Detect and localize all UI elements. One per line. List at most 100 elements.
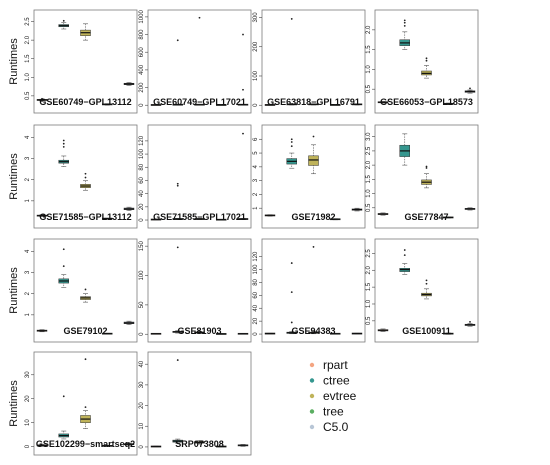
y-tick-label: 4 [25,135,31,139]
outlier-point [403,254,406,257]
panel-title: GSE94383 [291,326,335,336]
y-tick-label: 300 [253,12,259,23]
panel-frame [33,124,138,229]
outlier-point [176,39,179,42]
outlier-point [290,291,293,294]
outlier-point [425,279,428,282]
box-evtree [194,331,205,334]
y-tick-label: 1 [25,313,31,317]
y-tick-label: 0.5 [366,203,372,212]
box-ctree [399,133,410,166]
y-tick-label: 0 [253,103,259,107]
box-rpart [36,214,48,217]
panel-0: 0.5 1.0 1.5 2.0 2.5 Runtimes GSE60749−GPL13112 [8,9,138,114]
y-tick-label: 600 [139,47,145,58]
legend-item-tree: tree [309,405,344,419]
box-rpart [264,214,276,217]
box-rpart [264,104,276,106]
y-tick-label: 1.0 [366,299,372,308]
outlier-point [242,88,244,91]
box-C5.0 [464,207,476,211]
legend-label: C5.0 [323,420,349,434]
outlier-point [290,138,293,141]
outlier-point [62,395,65,398]
panels: 0.5 1.0 1.5 2.0 2.5 Runtimes GSE60749−GPL13112… [8,9,479,456]
box-rpart [150,445,162,448]
y-tick-label: 0 [253,332,259,336]
y-tick-label: 100 [139,148,145,159]
y-tick-label: 30 [25,371,31,378]
y-tick-label: 200 [253,41,259,52]
panel-7: 0.5 1.0 1.5 2.0 2.5 3.0 GSE77847 [366,124,479,229]
outlier-point [242,33,244,36]
y-tick-label: 2.0 [366,265,372,274]
box-evtree [421,279,432,300]
y-tick-label: 0 [139,332,145,336]
y-tick-label: 2.0 [25,35,31,44]
y-tick-label: 2.0 [366,160,372,169]
outlier-point [425,282,428,285]
outlier-point [62,265,65,268]
y-tick-label: 20 [253,317,259,324]
y-axis-title: Runtimes [8,380,20,427]
y-tick-label: 1 [25,199,31,203]
outlier-point [425,167,428,169]
box-rpart [377,328,389,332]
panel-2: 0 100 200 300 GSE63818−GPL16791 [253,9,366,114]
outlier-point [84,358,87,361]
panel-frame [261,124,366,229]
outlier-point [312,135,315,138]
box-rpart [36,97,48,102]
box-tree [102,217,113,220]
y-tick-label: 1.0 [25,72,31,81]
y-tick-label: 4 [25,249,31,253]
y-tick-label: 3.0 [366,132,372,141]
box-ctree [399,19,410,50]
legend-label: rpart [323,358,348,372]
outlier-point [84,176,87,179]
outlier-point [198,16,201,19]
panel-frame [33,9,138,114]
panel-5: 0 20 40 60 80 100 120 GSE71585−GPL17021 [139,124,252,229]
box-C5.0 [123,82,135,86]
box-evtree [421,165,432,189]
legend-swatch [309,362,315,368]
outlier-point [403,249,406,251]
outlier-point [312,246,315,248]
outlier-point [176,184,179,187]
box-ctree [286,18,297,106]
outlier-point [290,141,293,143]
y-tick-label: 5 [253,151,259,155]
outlier-point [84,406,87,408]
y-tick-label: 10 [25,419,31,426]
panel-frame [147,9,252,114]
box-tree [102,332,113,335]
y-tick-label: 2.5 [366,249,372,258]
box-rpart [36,444,48,447]
panel-title: GSE71982 [291,212,335,222]
outlier-point [242,132,244,135]
legend-item-c5-0: C5.0 [309,420,349,434]
panel-title: SRP073808 [175,439,224,449]
y-tick-label: 80 [139,163,145,170]
outlier-point [469,87,471,90]
box-rpart [150,332,162,335]
panel-title: GSE71585−GPL17021 [153,212,246,222]
box-C5.0 [237,132,249,220]
outlier-point [176,359,179,361]
box-ctree [399,249,410,275]
panel-11: 0.5 1.0 1.5 2.0 2.5 GSE100911 [366,238,479,343]
y-tick-label: 1.5 [25,54,31,63]
panel-10: 0 20 40 60 80 100 120 GSE94383 [253,238,366,343]
y-tick-label: 0 [25,444,31,448]
box-evtree [308,103,319,106]
outlier-point [403,24,406,27]
y-tick-label: 800 [139,29,145,40]
panel-13: 0 10 20 30 40 SRP073808 [139,351,252,456]
outlier-point [290,262,293,264]
panel-3: 0.5 1.0 1.5 2.0 GSE66053−GPL18573 [366,9,479,114]
y-tick-label: 40 [139,190,145,197]
box-ctree [58,395,69,440]
box-ctree [58,19,69,30]
panel-title: GSE60749−GPL13112 [39,97,131,107]
